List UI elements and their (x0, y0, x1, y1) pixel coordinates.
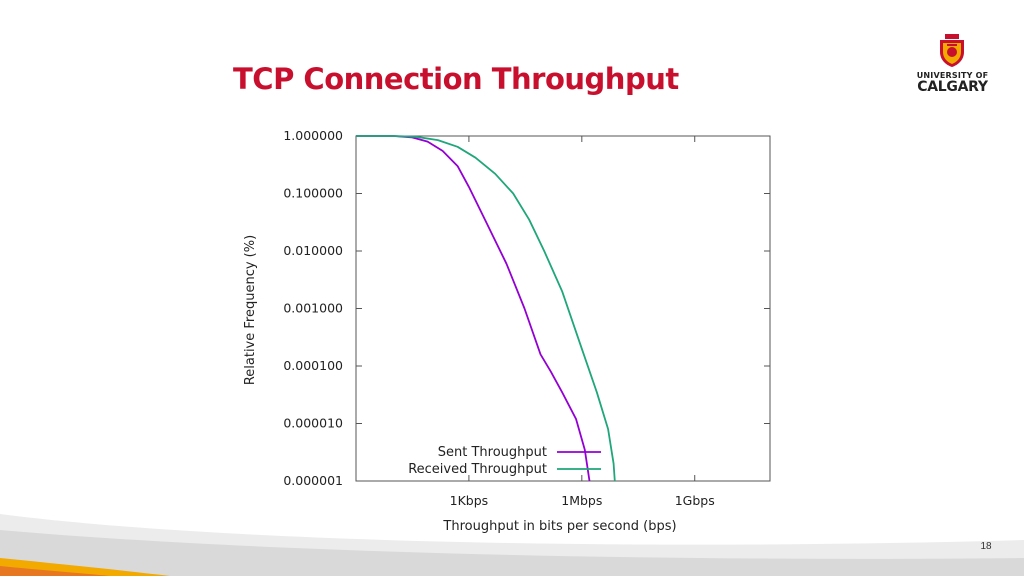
y-axis-label: Relative Frequency (%) (243, 235, 258, 385)
series-line-sent (356, 135, 591, 482)
x-axis-label: Throughput in bits per second (bps) (442, 519, 676, 534)
legend: Sent Throughput Received Throughput (408, 445, 601, 477)
x-axis-ticks: 1Kbps 1Mbps 1Gbps (450, 136, 715, 508)
series-group (356, 135, 616, 482)
x-tick-label: 1Mbps (561, 493, 602, 508)
footer-wave-decoration (0, 514, 1024, 576)
x-tick-label: 1Gbps (675, 493, 715, 508)
crest-icon (940, 34, 964, 67)
x-tick-label: 1Kbps (450, 493, 489, 508)
logo-text-line1: UNIVERSITY OF (916, 71, 989, 80)
series-line-received (356, 135, 616, 482)
logo-text-line2: CALGARY (917, 79, 988, 95)
page-number: 18 (980, 541, 992, 552)
y-tick-label: 1.000000 (283, 128, 343, 143)
y-tick-label: 0.100000 (283, 186, 343, 201)
university-logo: UNIVERSITY OF CALGARY (905, 34, 1000, 96)
y-tick-label: 0.010000 (283, 243, 343, 258)
y-tick-label: 0.000100 (283, 358, 343, 373)
legend-label: Sent Throughput (438, 445, 547, 460)
legend-label: Received Throughput (408, 462, 547, 477)
slide-title: TCP Connection Throughput (233, 62, 679, 96)
plot-frame (355, 135, 771, 482)
y-tick-label: 0.001000 (283, 301, 343, 316)
y-tick-label: 0.000001 (283, 473, 343, 488)
y-axis-ticks: 1.000000 0.100000 0.010000 0.001000 0.000100… (283, 128, 770, 488)
y-tick-label: 0.000010 (283, 416, 343, 431)
